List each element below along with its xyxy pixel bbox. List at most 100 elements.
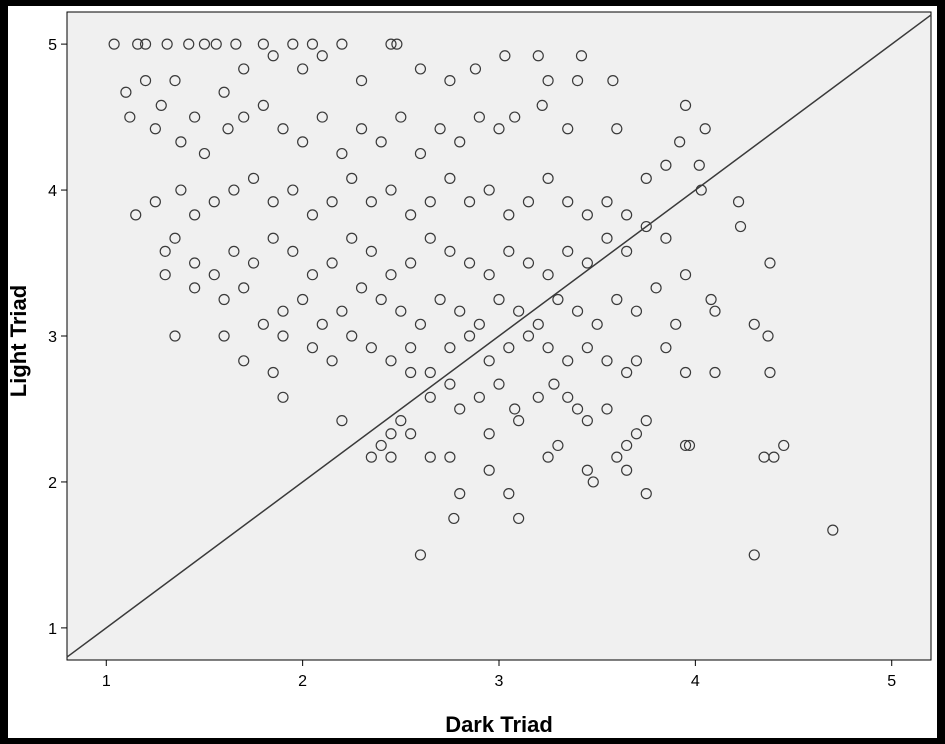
data-point xyxy=(316,50,328,62)
data-point xyxy=(503,488,515,500)
data-point xyxy=(499,50,511,62)
y-axis-title: Light Triad xyxy=(8,285,31,397)
data-point xyxy=(522,330,535,342)
data-point xyxy=(189,282,201,294)
data-point xyxy=(365,196,377,208)
data-point xyxy=(228,245,240,257)
data-point xyxy=(326,355,338,367)
data-point xyxy=(448,512,460,525)
data-point xyxy=(218,86,230,98)
data-point xyxy=(405,342,417,354)
data-point xyxy=(705,293,717,306)
data-point xyxy=(297,136,309,148)
data-point xyxy=(267,232,279,244)
data-point xyxy=(208,196,220,208)
data-point xyxy=(536,99,548,112)
data-point xyxy=(709,366,721,379)
data-point xyxy=(395,111,407,123)
data-point xyxy=(198,147,211,160)
x-tick-label: 3 xyxy=(495,673,504,690)
data-point xyxy=(483,184,495,196)
data-point xyxy=(238,282,250,294)
scatter-chart: 1 2 3 4 5 1 2 3 4 5 Dark Triad Light Triad xyxy=(8,11,932,737)
data-point xyxy=(483,464,495,476)
data-point xyxy=(198,38,211,50)
data-point xyxy=(267,366,279,379)
data-point xyxy=(287,184,299,196)
data-point xyxy=(414,318,427,330)
y-tick-label: 4 xyxy=(48,183,57,200)
data-point xyxy=(542,342,554,354)
y-tick-label: 1 xyxy=(48,621,57,638)
data-point xyxy=(316,318,328,330)
data-point xyxy=(297,63,309,75)
data-point xyxy=(621,464,633,476)
data-point xyxy=(562,245,574,257)
x-tick-label: 4 xyxy=(691,673,700,690)
data-point xyxy=(424,366,436,379)
data-point xyxy=(493,293,505,306)
data-point xyxy=(355,123,368,135)
data-point xyxy=(827,524,839,536)
data-point xyxy=(434,123,446,135)
data-point xyxy=(155,99,167,112)
data-point xyxy=(287,38,299,50)
data-point xyxy=(277,391,289,403)
data-point xyxy=(385,269,397,281)
reference-diagonal-line xyxy=(66,14,932,658)
data-point xyxy=(316,111,328,123)
data-point xyxy=(640,415,652,427)
data-point xyxy=(365,245,377,257)
data-point xyxy=(513,415,525,427)
data-point xyxy=(230,38,242,50)
data-point xyxy=(503,245,515,257)
data-point xyxy=(139,38,152,50)
data-point xyxy=(469,63,482,75)
data-point xyxy=(640,220,652,233)
data-point xyxy=(414,549,427,561)
data-point xyxy=(473,111,485,123)
data-point xyxy=(297,293,309,306)
data-point xyxy=(395,415,407,427)
data-point xyxy=(601,196,613,208)
data-point xyxy=(238,63,250,75)
data-point xyxy=(306,38,319,50)
data-point xyxy=(424,196,436,208)
data-point xyxy=(414,147,427,160)
data-point xyxy=(346,232,358,244)
data-point xyxy=(509,111,521,123)
data-point xyxy=(483,428,495,440)
data-point xyxy=(228,184,240,196)
data-point xyxy=(346,330,358,342)
chart-frame: 1 2 3 4 5 1 2 3 4 5 Dark Triad Light Triad xyxy=(8,6,937,738)
data-point xyxy=(424,232,436,244)
data-point xyxy=(385,451,397,463)
data-point xyxy=(621,245,633,257)
data-point xyxy=(175,136,187,148)
data-point xyxy=(571,74,584,87)
data-point xyxy=(208,269,220,281)
data-point xyxy=(149,123,161,135)
data-point xyxy=(375,293,387,306)
data-point xyxy=(571,403,584,415)
data-point xyxy=(483,355,495,367)
data-point xyxy=(660,342,672,354)
data-point xyxy=(247,257,260,269)
data-point xyxy=(218,293,230,306)
data-point xyxy=(444,172,456,184)
data-point xyxy=(306,342,319,354)
data-point xyxy=(375,439,387,452)
data-point xyxy=(601,232,613,244)
data-point xyxy=(674,136,686,148)
data-point xyxy=(222,123,234,135)
data-point xyxy=(562,391,574,403)
data-point xyxy=(169,330,181,342)
data-point xyxy=(650,282,662,294)
data-point xyxy=(611,293,623,306)
data-point xyxy=(218,330,230,342)
data-point xyxy=(183,38,195,50)
data-point xyxy=(522,257,535,269)
data-point xyxy=(509,403,521,415)
y-tick-label: 2 xyxy=(48,475,57,492)
data-point xyxy=(734,220,747,233)
